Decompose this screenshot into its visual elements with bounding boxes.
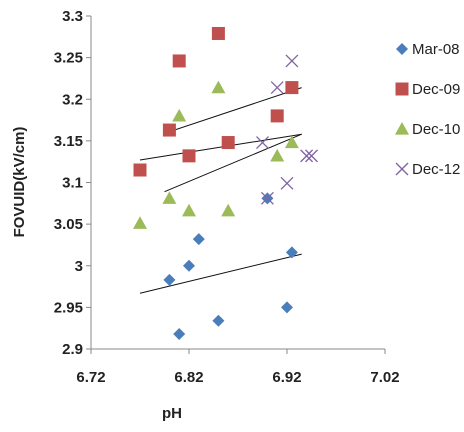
data-point-mar-08: [183, 259, 195, 272]
y-tick-label: 3.1: [62, 175, 83, 192]
y-tick-label: 3: [75, 258, 83, 275]
marker-stroke: [300, 149, 314, 163]
legend-marker-mar-08: [396, 43, 408, 55]
data-point-dec-12: [280, 176, 294, 190]
data-point-dec-10: [182, 203, 196, 217]
data-point-dec-09: [133, 163, 147, 177]
data-point-dec-10: [133, 216, 147, 229]
x-tick-label: 6.82: [174, 369, 203, 386]
data-points: [133, 26, 318, 341]
trendlines: [139, 87, 302, 294]
data-point-dec-10: [284, 135, 299, 149]
data-point-dec-10: [211, 80, 226, 94]
data-point-dec-12: [305, 149, 318, 163]
data-point-dec-10: [221, 203, 236, 217]
data-point-dec-09: [162, 123, 176, 137]
legend-marker-dec-12: [395, 162, 409, 176]
marker-stroke: [280, 176, 294, 190]
trendline: [139, 133, 302, 161]
data-point-dec-09: [221, 136, 235, 150]
marker-stroke: [256, 136, 269, 149]
data-point-mar-08: [173, 328, 186, 341]
legend-label-dec-10: Dec-10: [412, 121, 460, 138]
y-tick-label: 3.25: [54, 50, 83, 67]
legend: Mar-08 Dec-09 Dec-10 Dec-12: [395, 41, 460, 178]
data-point-dec-12: [270, 81, 284, 95]
x-tick-label: 6.72: [76, 369, 105, 386]
tick-marks: [86, 15, 386, 354]
data-point-dec-10: [162, 191, 177, 204]
legend-label-dec-09: Dec-09: [412, 81, 460, 98]
data-point-dec-09: [182, 149, 196, 163]
x-axis-title: pH: [162, 405, 182, 422]
data-point-dec-09: [285, 81, 299, 95]
marker-stroke: [285, 54, 299, 68]
data-point-dec-12: [260, 191, 274, 205]
y-tick-label: 2.95: [54, 299, 83, 316]
legend-marker-dec-10: [395, 122, 409, 135]
data-point-dec-12: [256, 136, 269, 149]
data-point-mar-08: [212, 314, 225, 327]
legend-marker-dec-09: [395, 82, 409, 96]
y-tick-label: 3.15: [54, 133, 83, 150]
trendline: [164, 133, 302, 193]
data-point-dec-10: [270, 148, 285, 162]
y-axis-title: FOVUID(kV/cm): [11, 127, 28, 238]
data-point-dec-10: [172, 108, 187, 122]
data-point-mar-08: [192, 233, 205, 246]
data-point-mar-08: [281, 301, 293, 314]
data-point-dec-09: [211, 26, 225, 40]
legend-label-mar-08: Mar-08: [412, 41, 460, 58]
tick-labels: 2.9 2.95 3 3.05 3.1 3.15 3.2 3.25 3.3 6.72 6.82 6.9…: [54, 8, 400, 386]
marker-stroke: [260, 191, 274, 205]
data-point-dec-12: [285, 54, 299, 68]
x-tick-label: 7.02: [370, 369, 399, 386]
data-point-dec-09: [270, 109, 284, 123]
y-tick-label: 3.2: [62, 91, 83, 108]
data-point-mar-08: [285, 246, 298, 259]
data-point-mar-08: [163, 273, 176, 286]
axes: [90, 16, 385, 350]
y-tick-label: 3.3: [62, 8, 83, 25]
data-point-dec-09: [172, 54, 186, 68]
data-point-dec-12: [300, 149, 314, 163]
x-tick-label: 6.92: [272, 369, 301, 386]
legend-label-dec-12: Dec-12: [412, 161, 460, 178]
trendline: [139, 253, 302, 294]
marker-stroke: [305, 149, 318, 163]
trendline: [169, 87, 302, 133]
y-tick-label: 3.05: [54, 216, 83, 233]
marker-stroke: [270, 81, 284, 95]
y-tick-label: 2.9: [62, 341, 83, 358]
marker-stroke: [395, 162, 409, 176]
